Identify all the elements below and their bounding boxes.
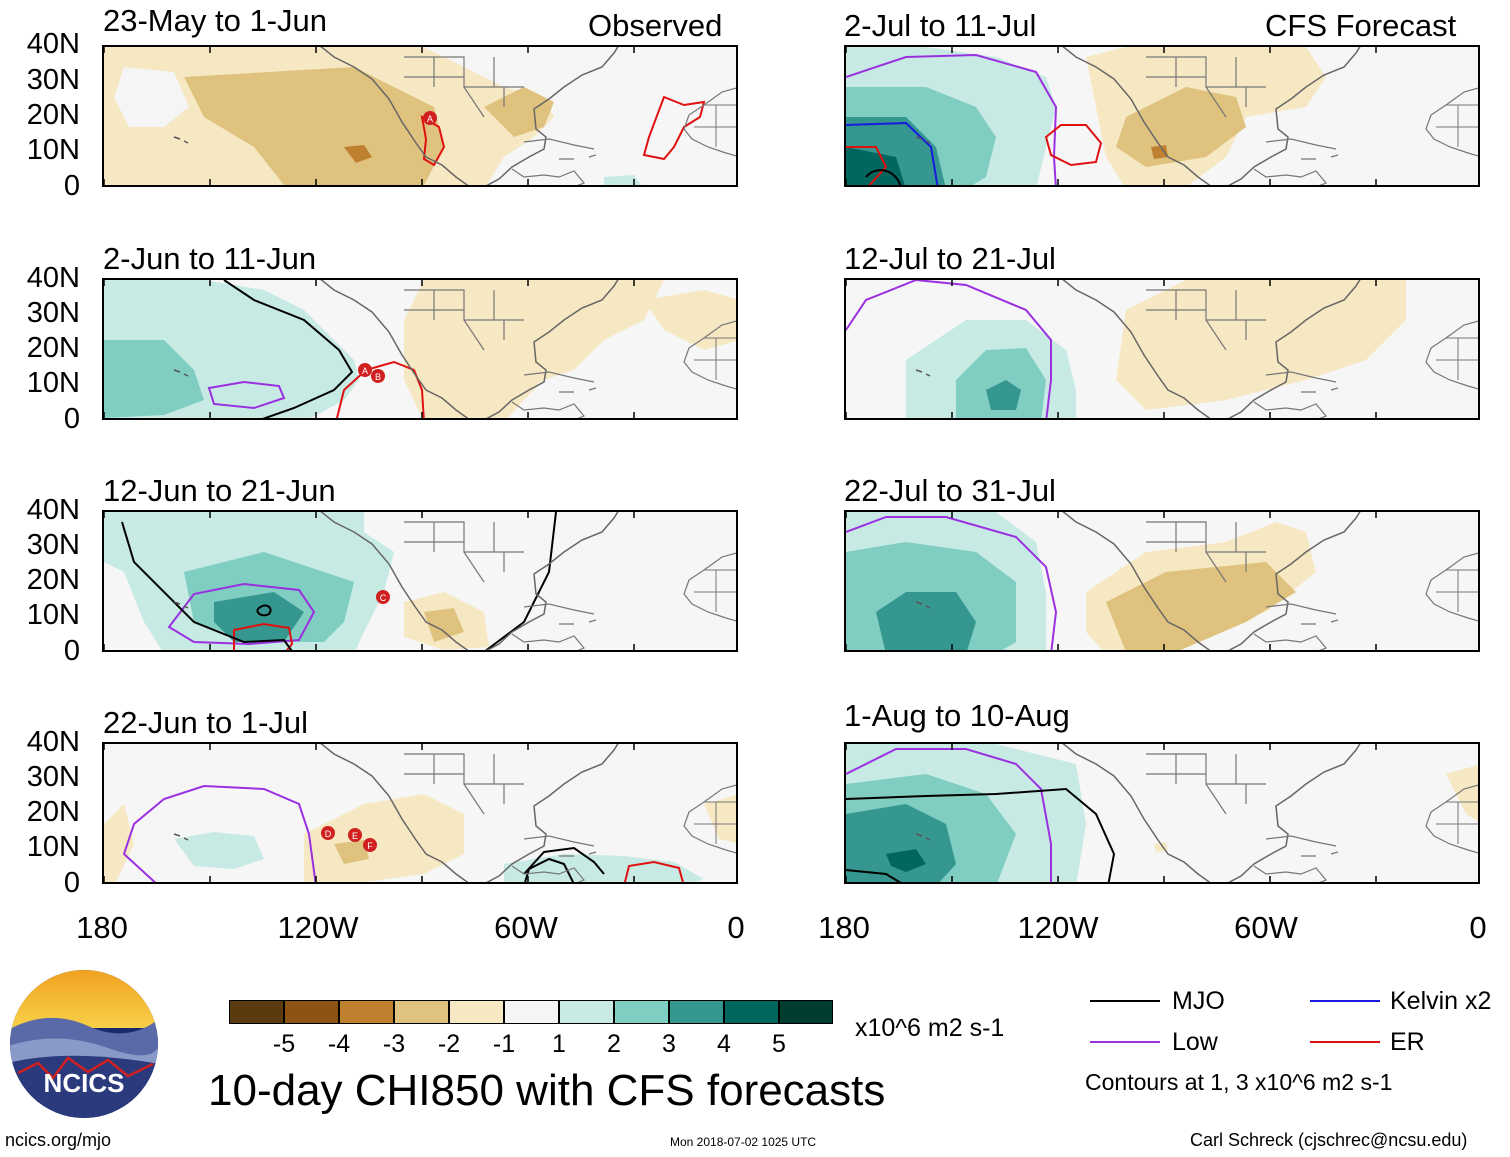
legend-line-er <box>1310 1041 1380 1043</box>
legend-label-low: Low <box>1172 1028 1218 1056</box>
map-panel-2 <box>102 278 738 420</box>
panel-title-7: 22-Jul to 31-Jul <box>844 473 1056 508</box>
storm-marker: D <box>321 826 335 840</box>
footer-url: ncics.org/mjo <box>5 1130 112 1150</box>
storm-marker: F <box>363 838 377 852</box>
colorbar-swatch <box>559 1000 614 1024</box>
map-panel-8 <box>844 742 1480 884</box>
colorbar-label: 1 <box>552 1030 566 1058</box>
colorbar-label: -5 <box>272 1030 296 1058</box>
y-tick-label: 0 <box>63 403 80 435</box>
colorbar-swatch <box>669 1000 724 1024</box>
x-tick-label: 180 <box>76 910 128 945</box>
y-tick-label: 0 <box>63 867 80 899</box>
storm-marker: C <box>376 590 390 604</box>
colorbar-label: -1 <box>492 1030 516 1058</box>
colorbar-swatch <box>779 1000 833 1024</box>
colorbar-swatch <box>614 1000 669 1024</box>
colorbar-swatch <box>724 1000 779 1024</box>
footer-timestamp: Mon 2018-07-02 1025 UTC <box>670 1135 817 1149</box>
colorbar-label: 3 <box>662 1030 676 1058</box>
svg-text:A: A <box>362 366 368 376</box>
legend-note: Contours at 1, 3 x10^6 m2 s-1 <box>1085 1069 1393 1095</box>
x-tick-label: 120W <box>277 910 359 945</box>
y-tick-label: 20N <box>26 332 80 364</box>
colorbar-swatch <box>339 1000 394 1024</box>
y-tick-label: 40N <box>26 28 80 60</box>
legend-line-mjo <box>1090 1000 1160 1002</box>
x-tick-label: 120W <box>1017 910 1099 945</box>
legend-line-low <box>1090 1041 1160 1043</box>
y-tick-label: 10N <box>26 831 80 863</box>
colorbar <box>229 1000 833 1024</box>
y-tick-label: 10N <box>26 367 80 399</box>
x-tick-label: 180 <box>818 910 870 945</box>
colorbar-label: 5 <box>772 1030 786 1058</box>
map-panel-3 <box>102 510 738 652</box>
panel-title-2: 2-Jun to 11-Jun <box>103 241 317 276</box>
svg-text:C: C <box>380 593 387 603</box>
x-tick-label: 60W <box>1234 910 1298 945</box>
colorbar-label: 4 <box>717 1030 731 1058</box>
y-tick-label: 20N <box>26 99 80 131</box>
y-tick-label: 40N <box>26 494 80 526</box>
observed-header: Observed <box>588 8 723 43</box>
colorbar-swatch <box>229 1000 284 1024</box>
footer-author: Carl Schreck (cjschrec@ncsu.edu) <box>1190 1130 1468 1150</box>
legend-label-mjo: MJO <box>1172 987 1225 1015</box>
colorbar-swatch <box>394 1000 449 1024</box>
y-tick-label: 30N <box>26 297 80 329</box>
y-tick-label: 0 <box>63 635 80 667</box>
colorbar-swatch <box>449 1000 504 1024</box>
map-panel-7 <box>844 510 1480 652</box>
y-tick-label: 30N <box>26 761 80 793</box>
colorbar-label: -2 <box>437 1030 461 1058</box>
y-tick-label: 30N <box>26 64 80 96</box>
logo-text: NCICS <box>44 1068 125 1098</box>
colorbar-label: -4 <box>327 1030 351 1058</box>
legend-line-kelvin <box>1310 1000 1380 1002</box>
x-tick-label: 60W <box>494 910 558 945</box>
main-title: 10-day CHI850 with CFS forecasts <box>208 1066 886 1115</box>
colorbar-label: -3 <box>382 1030 406 1058</box>
forecast-header: CFS Forecast <box>1265 8 1457 43</box>
svg-text:F: F <box>367 841 373 851</box>
y-tick-label: 40N <box>26 726 80 758</box>
storm-marker: A <box>358 363 372 377</box>
y-tick-label: 40N <box>26 262 80 294</box>
y-tick-label: 20N <box>26 796 80 828</box>
storm-marker: A <box>423 111 437 125</box>
y-tick-label: 0 <box>63 170 80 202</box>
map-panel-1 <box>102 45 738 187</box>
y-tick-label: 10N <box>26 599 80 631</box>
y-tick-label: 20N <box>26 564 80 596</box>
x-tick-label: 0 <box>1469 910 1487 945</box>
x-tick-label: 0 <box>727 910 745 945</box>
colorbar-units: x10^6 m2 s-1 <box>855 1014 1005 1042</box>
panel-title-1: 23-May to 1-Jun <box>103 3 327 38</box>
storm-marker: B <box>371 369 385 383</box>
legend-label-kelvin: Kelvin x2 <box>1390 987 1492 1015</box>
panel-title-3: 12-Jun to 21-Jun <box>103 473 336 508</box>
panel-title-6: 12-Jul to 21-Jul <box>844 241 1056 276</box>
y-tick-label: 30N <box>26 529 80 561</box>
colorbar-swatch <box>284 1000 339 1024</box>
panel-title-8: 1-Aug to 10-Aug <box>844 698 1070 733</box>
colorbar-label: 2 <box>607 1030 621 1058</box>
ncics-logo: NCICS <box>10 970 158 1118</box>
colorbar-swatch <box>504 1000 559 1024</box>
legend-label-er: ER <box>1390 1028 1425 1056</box>
map-panel-5 <box>844 45 1480 187</box>
map-panel-6 <box>844 278 1480 420</box>
y-tick-label: 10N <box>26 134 80 166</box>
svg-text:E: E <box>352 831 358 841</box>
svg-text:B: B <box>375 372 381 382</box>
panel-title-5: 2-Jul to 11-Jul <box>844 8 1037 43</box>
svg-text:A: A <box>427 114 433 124</box>
storm-marker: E <box>348 828 362 842</box>
panel-title-4: 22-Jun to 1-Jul <box>103 705 309 740</box>
svg-text:D: D <box>325 829 332 839</box>
map-panel-4 <box>102 742 738 884</box>
